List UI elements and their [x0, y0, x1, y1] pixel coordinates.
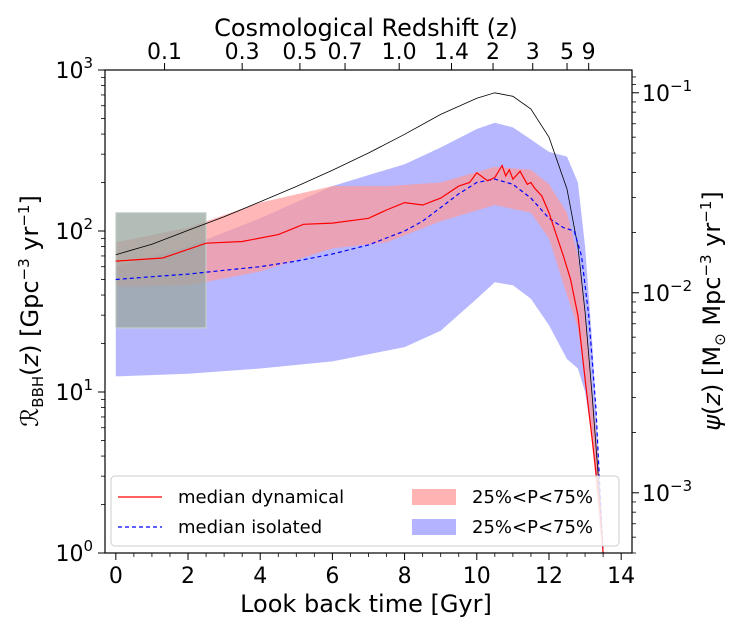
y-left-tick-label: 103	[55, 54, 93, 84]
top-tick-label: 5	[560, 40, 574, 65]
legend-patch-2	[412, 489, 456, 505]
top-tick-label: 9	[582, 40, 596, 65]
top-tick-label: 0.1	[147, 40, 182, 65]
sfr-curve	[115, 92, 604, 553]
legend: median dynamical median isolated 25%<P<75%…	[110, 475, 620, 547]
y-right-tick-label: 10−2	[642, 277, 692, 307]
y-left-tick-label: 102	[55, 215, 93, 245]
top-tick-label: 0.7	[328, 40, 363, 65]
x-tick-label: 12	[535, 564, 563, 589]
x-tick-label: 10	[463, 564, 491, 589]
top-tick-label: 1.4	[434, 40, 469, 65]
x-axis-title: Look back time [Gyr]	[240, 590, 492, 618]
x-tick-label: 4	[253, 564, 267, 589]
x-tick-label: 8	[398, 564, 412, 589]
plot-area	[115, 92, 604, 553]
y-left-tick-label: 100	[55, 537, 93, 567]
legend-box	[110, 475, 620, 547]
observed-rate-box	[115, 212, 207, 329]
x-tick-label: 14	[607, 564, 635, 589]
legend-label-0: median dynamical	[178, 487, 344, 508]
left-axis-title: ℛBBH(z) [Gpc−3 yr−1]	[15, 195, 47, 427]
right-axis-title: ψ(z) [M⊙ Mpc−3 yr−1]	[697, 191, 729, 431]
x-tick-label: 2	[181, 564, 195, 589]
axis-ticks: 0 2 4 6 8 10 12 14 0.1 0.3 0.5 0.7 1.0 1.4 2 3 5 9 100 101 1…	[55, 40, 692, 589]
band-dynamical	[115, 166, 604, 553]
top-axis-title: Cosmological Redshift (z)	[214, 14, 518, 42]
top-tick-label: 2	[486, 40, 500, 65]
top-tick-label: 1.0	[382, 40, 417, 65]
top-tick-label: 0.5	[282, 40, 317, 65]
legend-label-1: median isolated	[178, 517, 322, 538]
median-dynamical-line	[115, 164, 604, 553]
y-left-tick-label: 101	[55, 376, 93, 406]
y-right-tick-label: 10−3	[642, 477, 692, 507]
top-tick-label: 3	[526, 40, 540, 65]
x-tick-label: 0	[109, 564, 123, 589]
legend-patch-3	[412, 519, 456, 535]
top-tick-label: 0.3	[225, 40, 260, 65]
median-isolated-line	[115, 178, 604, 553]
legend-label-2: 25%<P<75%	[472, 487, 593, 508]
x-tick-label: 6	[325, 564, 339, 589]
y-right-tick-label: 10−1	[642, 77, 692, 107]
legend-label-3: 25%<P<75%	[472, 517, 593, 538]
